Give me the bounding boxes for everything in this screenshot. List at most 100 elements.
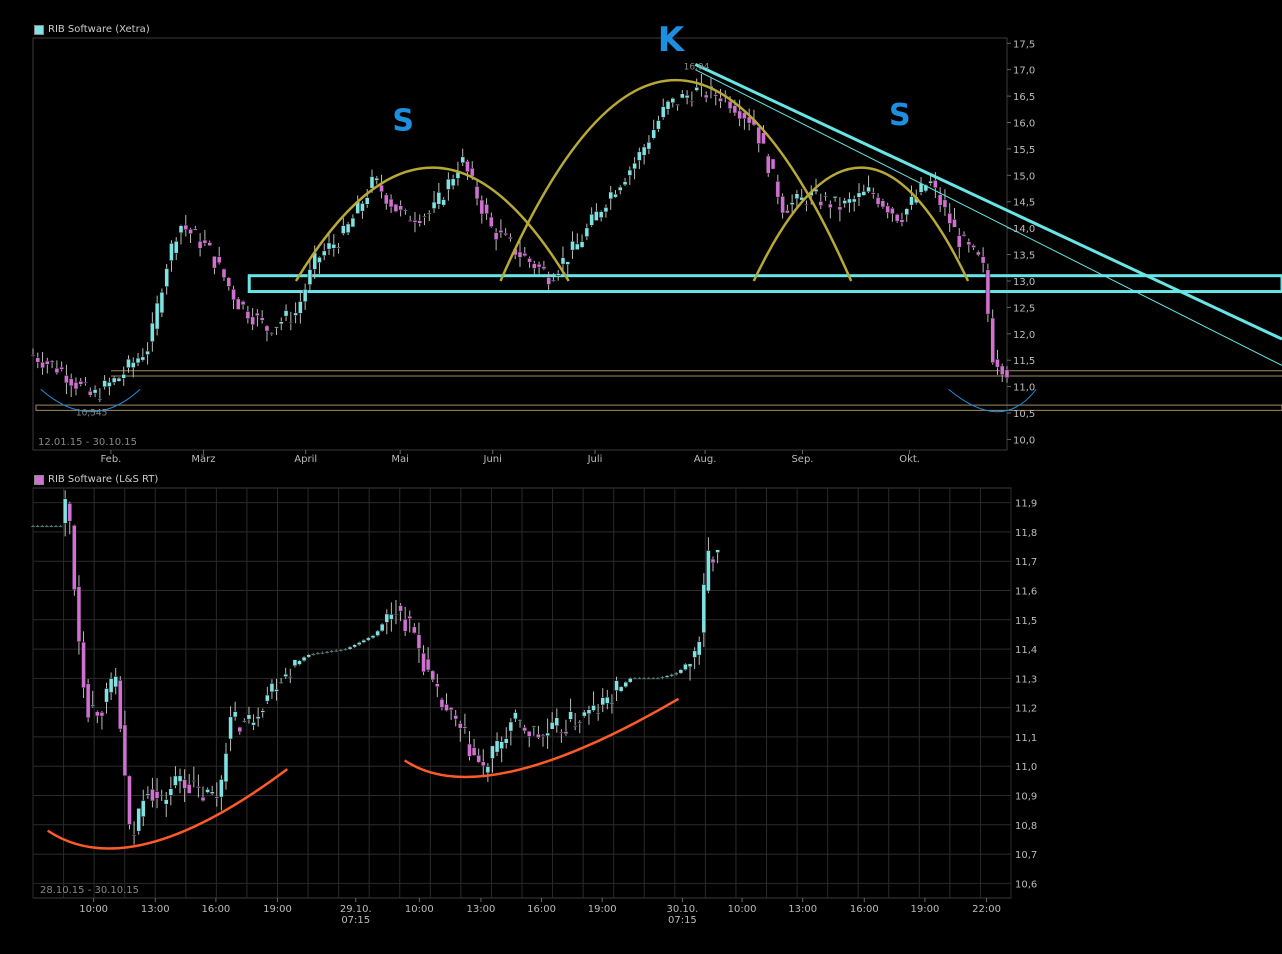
top-candle-body xyxy=(407,219,413,222)
bottom-y-tick-label: 11,1 xyxy=(1015,733,1037,744)
bottom-candle-body xyxy=(490,745,495,759)
bottom-candle-body xyxy=(150,788,155,802)
top-candle-body xyxy=(785,210,790,214)
top-candle-body xyxy=(508,237,513,240)
bottom-candle-body xyxy=(568,711,573,720)
top-candle-body xyxy=(851,198,857,203)
top-candle-body xyxy=(279,321,284,325)
bottom-candle-body xyxy=(200,797,206,802)
top-candle-body xyxy=(336,246,341,249)
top-candle-body xyxy=(302,289,308,302)
top-y-tick-label: 12,5 xyxy=(1013,303,1035,314)
bottom-candle-body xyxy=(398,605,403,612)
top-candle-body xyxy=(193,228,198,231)
top-candle-body xyxy=(331,244,337,249)
bottom-candle-body xyxy=(288,676,293,678)
bottom-candle-body xyxy=(62,498,68,524)
bottom-candle-body xyxy=(168,788,174,796)
top-y-tick-label: 16,5 xyxy=(1013,92,1035,103)
top-candle-body xyxy=(904,208,909,216)
top-candle-body xyxy=(40,361,45,369)
top-candle-body xyxy=(298,301,303,314)
top-candle-body xyxy=(288,322,294,324)
top-candle-body xyxy=(364,197,370,205)
top-candle-body xyxy=(961,234,967,237)
top-candle-body xyxy=(856,192,862,198)
top-candle-body xyxy=(880,200,886,208)
top-candle-body xyxy=(45,360,50,365)
top-candle-body xyxy=(145,350,150,355)
top-candle-body xyxy=(933,180,938,189)
top-candle-body xyxy=(875,197,881,205)
bottom-candle-body xyxy=(338,649,344,652)
top-candle-body xyxy=(398,205,403,211)
bottom-candle-body xyxy=(609,702,615,705)
bottom-candle-body xyxy=(260,710,265,713)
top-date-range: 12.01.15 - 30.10.15 xyxy=(38,437,137,448)
top-candle-body xyxy=(598,211,604,218)
bottom-candle-body xyxy=(196,786,201,789)
top-chart-title-text: RIB Software (Xetra) xyxy=(48,24,150,35)
top-candle-body xyxy=(551,280,556,282)
top-chart-panel xyxy=(30,37,1282,454)
bottom-candle-body xyxy=(471,747,477,756)
bottom-candle-body xyxy=(595,712,601,715)
top-candle-body xyxy=(847,198,852,204)
top-candle-body xyxy=(111,377,117,383)
top-candle-body xyxy=(613,193,618,198)
top-candle-body xyxy=(140,356,146,361)
top-candle-body xyxy=(154,302,160,330)
top-x-tick-label: Aug. xyxy=(694,454,717,465)
bottom-candle-body xyxy=(393,613,399,616)
top-candle-body xyxy=(608,191,613,200)
bottom-candle-body xyxy=(113,676,118,688)
top-candle-body xyxy=(713,94,719,97)
bottom-candle-body xyxy=(407,615,413,619)
bottom-candle-body xyxy=(421,652,426,673)
top-candle-body xyxy=(680,93,685,99)
bottom-candle-body xyxy=(269,683,275,693)
top-y-tick-label: 17,5 xyxy=(1013,39,1035,50)
top-x-tick-label: März xyxy=(191,454,215,465)
top-x-tick-label: Juli xyxy=(587,454,603,465)
top-candle-body xyxy=(436,192,442,205)
bottom-candle-body xyxy=(522,727,527,732)
bottom-candle-body xyxy=(76,586,82,643)
top-candle-body xyxy=(417,220,422,224)
top-candle-body xyxy=(403,209,408,212)
bottom-y-tick-label: 10,9 xyxy=(1015,792,1037,803)
top-candle-body xyxy=(532,263,537,269)
bottom-chart-title-text: RIB Software (L&S RT) xyxy=(48,474,159,485)
bottom-x-tick-sublabel: 07:15 xyxy=(341,915,370,926)
top-candle-body xyxy=(470,168,475,177)
top-candle-body xyxy=(446,178,451,190)
top-candle-body xyxy=(909,196,914,206)
bottom-candle-body xyxy=(191,780,197,782)
top-candle-body xyxy=(283,310,289,317)
top-candle-body xyxy=(1004,369,1010,379)
bottom-x-tick-label: 30.10. xyxy=(666,904,698,915)
bottom-y-tick-label: 11,9 xyxy=(1015,499,1037,510)
top-candle-body xyxy=(412,220,418,223)
top-candle-body xyxy=(894,214,900,222)
bottom-candle-body xyxy=(228,716,233,740)
top-pattern-arc xyxy=(499,79,853,282)
bottom-candle-body xyxy=(536,733,541,738)
top-candle-body xyxy=(823,195,828,198)
top-candle-body xyxy=(536,263,542,268)
top-candle-body xyxy=(54,367,60,374)
bottom-candle-body xyxy=(577,722,583,724)
top-candle-body xyxy=(264,325,270,332)
bottom-candle-body xyxy=(237,726,243,733)
top-candle-body xyxy=(589,214,594,226)
top-pattern-arc xyxy=(752,166,970,282)
bottom-candle-body xyxy=(163,799,169,805)
bottom-candle-body xyxy=(499,741,504,749)
top-candle-body xyxy=(293,312,298,316)
top-candle-body xyxy=(474,186,480,200)
top-candle-body xyxy=(622,181,628,186)
bottom-y-tick-label: 11,2 xyxy=(1015,704,1037,715)
bottom-candle-body xyxy=(81,641,86,689)
top-candle-body xyxy=(427,212,432,215)
bottom-y-tick-label: 10,7 xyxy=(1015,850,1037,861)
